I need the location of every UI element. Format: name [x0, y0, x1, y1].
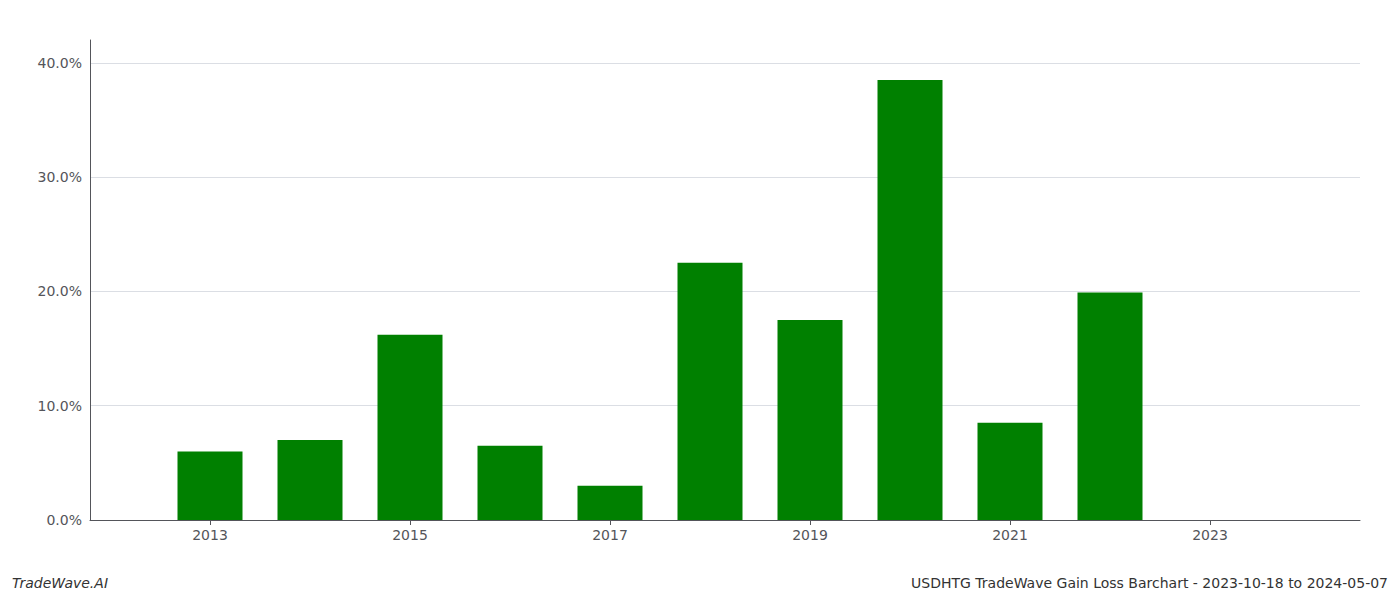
svg-text:0.0%: 0.0%: [46, 512, 82, 528]
svg-text:40.0%: 40.0%: [38, 55, 82, 71]
svg-text:2023: 2023: [1192, 527, 1228, 543]
svg-text:20.0%: 20.0%: [38, 283, 82, 299]
svg-text:TradeWave.AI: TradeWave.AI: [12, 575, 108, 591]
svg-text:30.0%: 30.0%: [38, 169, 82, 185]
svg-text:2015: 2015: [392, 527, 428, 543]
svg-text:USDHTG TradeWave Gain Loss Bar: USDHTG TradeWave Gain Loss Barchart - 20…: [911, 575, 1388, 591]
svg-text:2019: 2019: [792, 527, 828, 543]
svg-text:2013: 2013: [192, 527, 228, 543]
svg-text:10.0%: 10.0%: [38, 398, 82, 414]
svg-text:2017: 2017: [592, 527, 628, 543]
svg-text:2021: 2021: [992, 527, 1028, 543]
